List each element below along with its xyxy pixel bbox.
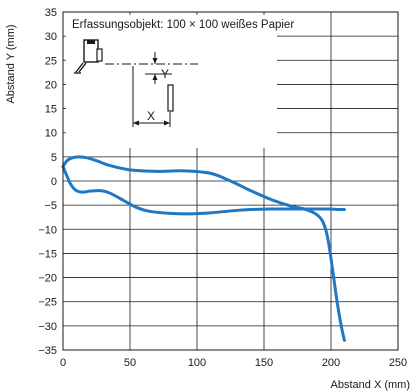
y-dimension-marker [145, 52, 172, 84]
x-axis-label: Abstand X (mm) [331, 379, 410, 391]
y-dimension-label: Y [161, 67, 169, 81]
y-tick-label: 30 [45, 31, 57, 43]
x-dimension-marker [132, 66, 171, 127]
target-object-icon [167, 84, 174, 112]
y-tick-label: 35 [45, 7, 57, 19]
x-tick-label: 50 [124, 357, 136, 369]
plot-frame [62, 11, 399, 351]
annotation-background [66, 15, 277, 148]
x-tick-label: 200 [322, 357, 340, 369]
y-tick-label: 5 [51, 152, 57, 164]
x-tick-label: 250 [389, 357, 407, 369]
x-tick-label: 150 [255, 357, 273, 369]
y-tick-label: −35 [38, 345, 57, 357]
annotation-box: Erfassungsobjekt: 100 × 100 weißes Papie… [66, 15, 294, 148]
y-tick-label: 10 [45, 128, 57, 140]
y-tick-label: 20 [45, 79, 57, 91]
series-lines [61, 155, 346, 342]
series-line-1 [61, 155, 346, 342]
y-tick-label: −5 [44, 200, 57, 212]
y-tick-label: 15 [45, 104, 57, 116]
x-dimension-label: X [147, 109, 155, 123]
y-axis-label: Abstand Y (mm) [5, 24, 17, 103]
y-tick-label: 25 [45, 55, 57, 67]
series-line-2 [61, 165, 346, 216]
y-tick-label: −15 [38, 248, 57, 260]
x-tick-label: 0 [60, 357, 66, 369]
y-tick-label: 0 [51, 176, 57, 188]
x-tick-label: 100 [188, 357, 206, 369]
y-tick-label: −10 [38, 224, 57, 236]
annotation-text: Erfassungsobjekt: 100 × 100 weißes Papie… [72, 19, 294, 31]
sensor-icon [74, 39, 103, 74]
y-tick-label: −20 [38, 273, 57, 285]
y-tick-label: −25 [38, 297, 57, 309]
y-tick-label: −30 [38, 321, 57, 333]
